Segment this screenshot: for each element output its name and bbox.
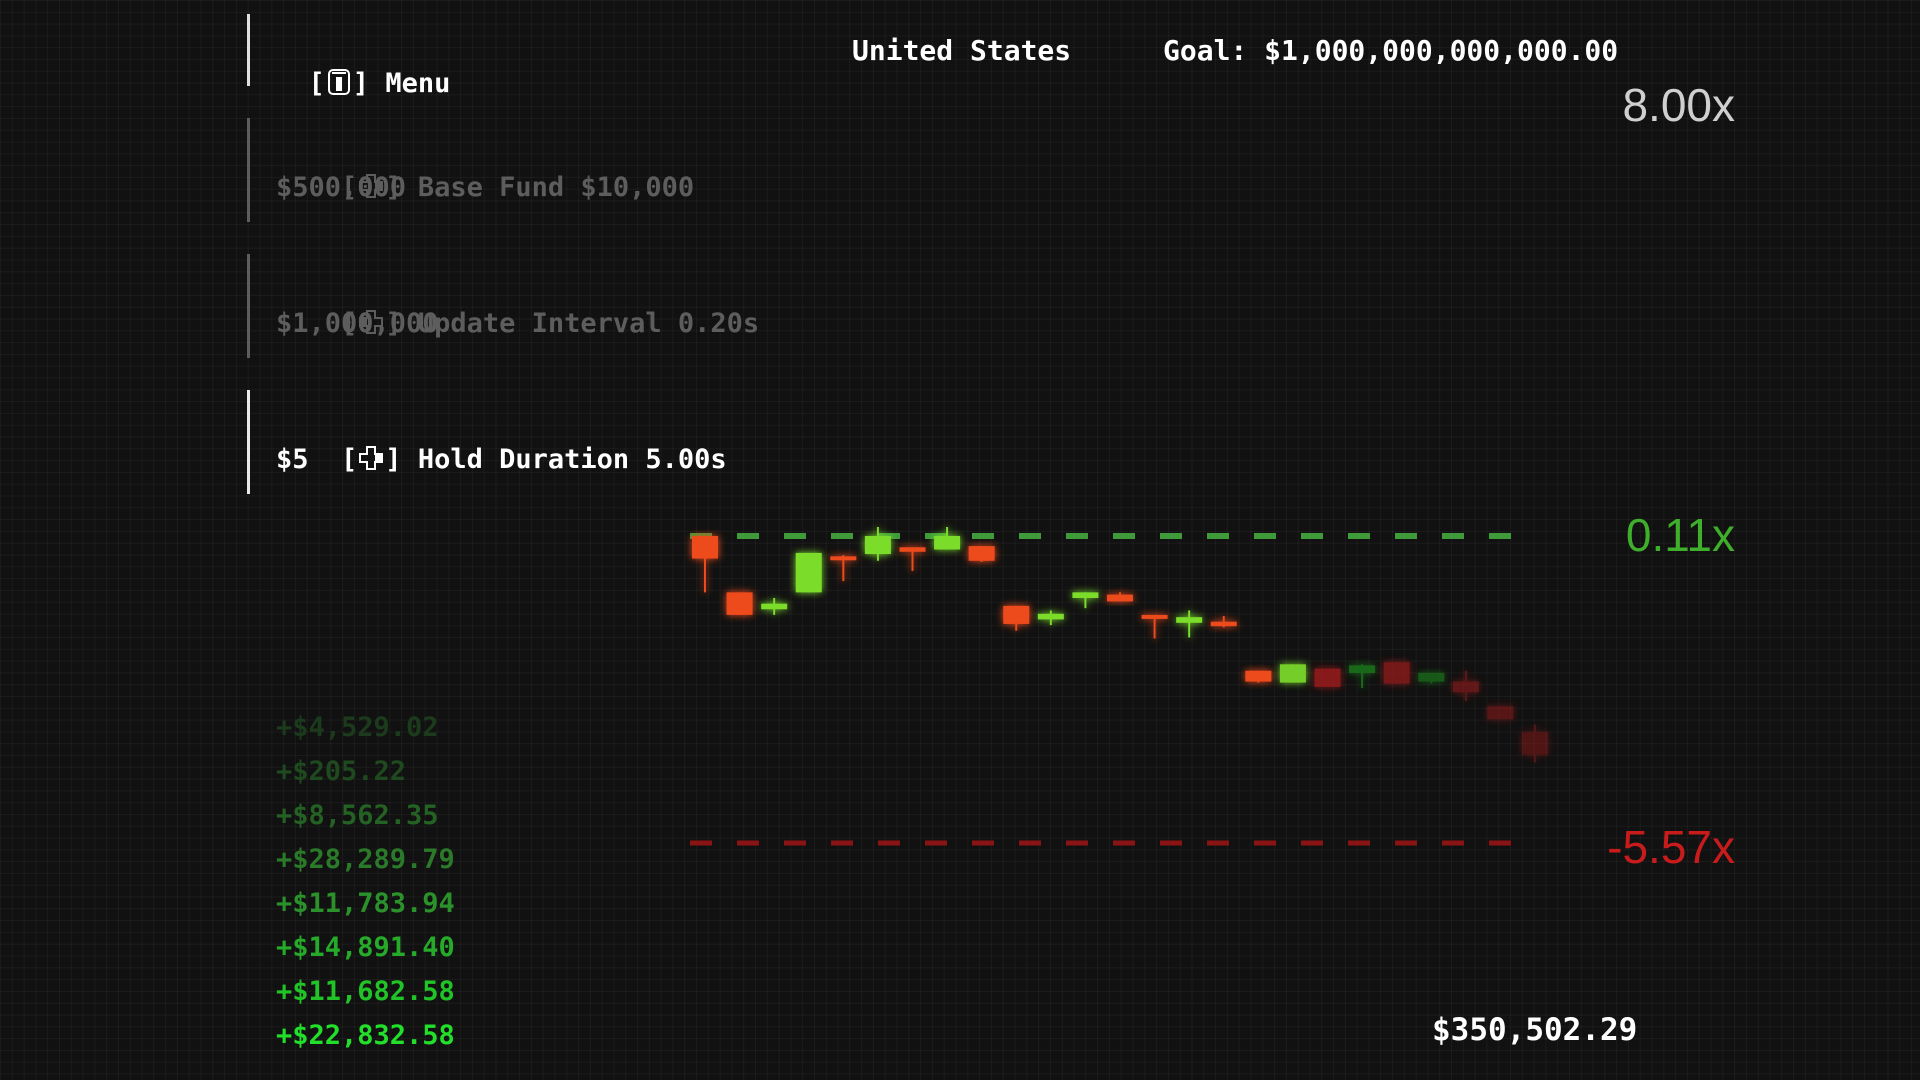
candle-body: [1522, 732, 1548, 755]
dpad-icon: [359, 310, 384, 334]
candle-body: [761, 603, 788, 610]
profit-entry: +$8,562.35: [276, 800, 439, 831]
candle-body: [1349, 665, 1376, 673]
upgrade-divider: [247, 254, 250, 358]
upgrade-cost: $500,000: [276, 172, 407, 203]
candle: [1141, 614, 1168, 639]
candle-body: [830, 556, 857, 561]
candle-body: [1487, 706, 1514, 720]
candle-body: [864, 536, 891, 555]
upgrade-cost: $5: [276, 444, 309, 475]
upgrade-divider: [247, 118, 250, 222]
country-label: United States: [852, 34, 1072, 67]
candle-body: [1037, 613, 1064, 620]
upgrade-label: Update Interval 0.20s: [417, 308, 760, 339]
candle-body: [1314, 668, 1341, 687]
candle: [795, 552, 822, 593]
candle-body: [1279, 664, 1306, 683]
candle: [1522, 724, 1548, 763]
candle: [899, 547, 926, 571]
candle: [934, 526, 961, 550]
profit-entry: +$205.22: [276, 756, 407, 787]
candle-body: [1383, 662, 1410, 684]
candle-body: [692, 536, 718, 559]
candle: [1176, 610, 1203, 638]
candle-body: [1003, 605, 1030, 624]
candle: [726, 592, 753, 615]
candle: [1314, 668, 1341, 687]
candle-body: [1418, 672, 1445, 682]
candle: [864, 526, 891, 561]
candle: [1037, 610, 1064, 626]
candle: [1383, 662, 1410, 684]
menu-button[interactable]: [] Menu: [308, 68, 451, 99]
candle: [1418, 672, 1445, 684]
candle-body: [1245, 670, 1272, 682]
take-profit-multiplier: 0.11x: [1625, 509, 1735, 561]
candle-body: [1072, 592, 1099, 598]
candle: [761, 598, 788, 615]
menu-divider: [247, 14, 250, 86]
menu-label: Menu: [385, 68, 451, 99]
candle: [1072, 592, 1099, 609]
candle-body: [726, 592, 753, 615]
candle: [1452, 670, 1479, 701]
candle: [1210, 616, 1237, 628]
balance-label: $350,502.29: [1432, 1012, 1638, 1048]
profit-entry: +$11,783.94: [276, 888, 455, 919]
candle: [1003, 605, 1030, 631]
candle: [830, 555, 857, 582]
goal-label: Goal: $1,000,000,000,000.00: [1163, 34, 1619, 67]
upgrade-divider: [247, 390, 250, 494]
candle-body: [1452, 681, 1479, 693]
candle-body: [1141, 614, 1168, 619]
profit-entry: +$22,832.58: [276, 1020, 455, 1051]
candle-body: [968, 546, 995, 561]
profit-entry: +$14,891.40: [276, 932, 455, 963]
options-button-icon: [327, 69, 350, 95]
candle-body: [1210, 621, 1237, 627]
candle-body: [934, 536, 961, 550]
candle: [1279, 664, 1306, 683]
candle-body: [1176, 617, 1203, 623]
upgrade-label: Base Fund $10,000: [417, 172, 695, 203]
candle-body: [1107, 594, 1133, 602]
candle: [1107, 592, 1133, 602]
dpad-icon: [359, 174, 384, 198]
candle: [1349, 664, 1376, 688]
max-multiplier: 8.00x: [1622, 79, 1735, 131]
dpad-icon: [359, 446, 384, 470]
profit-entry: +$4,529.02: [276, 712, 439, 743]
profit-entry: +$28,289.79: [276, 844, 455, 875]
stop-loss-multiplier: -5.57x: [1607, 821, 1735, 873]
candle: [1245, 670, 1272, 683]
profit-entry: +$11,682.58: [276, 976, 455, 1007]
upgrade-cost: $1,000,000: [276, 308, 439, 339]
candle: [1487, 706, 1514, 720]
candle-body: [899, 547, 926, 552]
candle: [968, 546, 995, 562]
candle-body: [795, 552, 822, 593]
upgrade-label: Hold Duration 5.00s: [417, 444, 727, 475]
candle: [692, 536, 718, 593]
